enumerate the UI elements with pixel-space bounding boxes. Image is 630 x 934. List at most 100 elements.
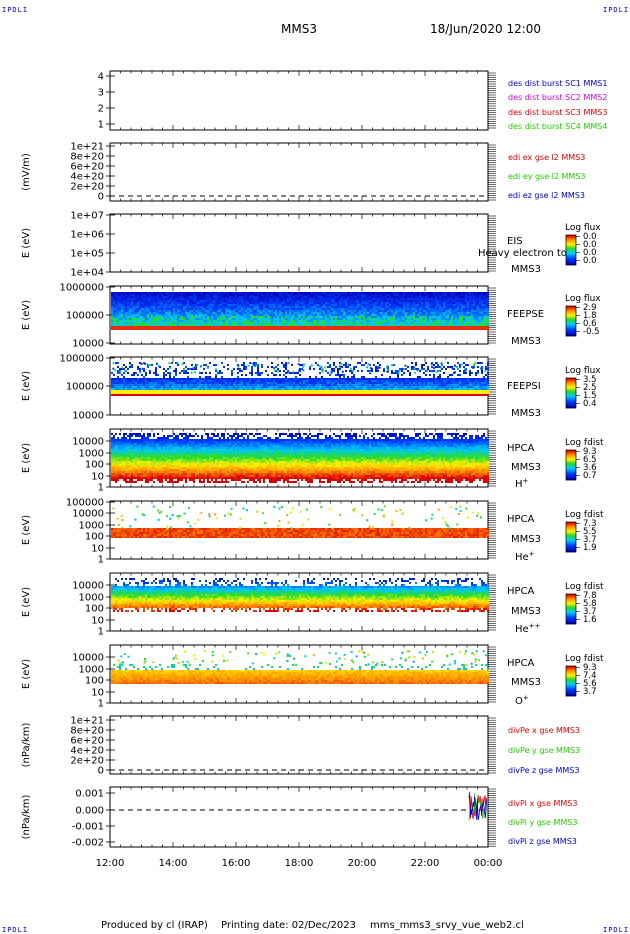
colorbar-tick-label: 7.4	[583, 671, 597, 681]
colorbar-tick-label: 1.6	[583, 615, 597, 625]
heatmap-p8	[111, 578, 489, 612]
y-tick-label: 100	[85, 604, 104, 615]
y-tick-label: 1e+06	[70, 230, 104, 241]
heatmap-p9	[111, 664, 489, 684]
y-tick-label: 1	[98, 699, 104, 710]
y-tick-label: 1	[98, 120, 104, 131]
heatmap-sparse-p5	[112, 362, 487, 374]
y-tick-label: 1	[98, 627, 104, 638]
y-axis-label: E (eV)	[21, 587, 32, 617]
spacecraft-label: MMS3	[511, 408, 541, 419]
x-tick-label: 20:00	[348, 858, 377, 869]
eis-annotation: Heavy electron to	[478, 248, 567, 259]
heatmap-p7	[111, 528, 489, 538]
y-tick-label: 10	[91, 688, 104, 699]
y-tick-label: 10	[91, 616, 104, 627]
y-axis-label: (nPa/km)	[21, 723, 32, 768]
species-label: He+	[515, 550, 535, 563]
y-tick-label: 8e+20	[70, 152, 104, 163]
corner-label-top-left: IPDLI	[2, 6, 29, 14]
legend-entry: divPi y gse MMS3	[508, 818, 577, 827]
instrument-label: HPCA	[507, 586, 535, 597]
colorbar-tick-label: 0.6	[583, 319, 597, 329]
colorbar-tick-label: 1.5	[583, 391, 597, 401]
corner-label-bottom-left: IPDLI	[2, 926, 29, 934]
colorbar	[565, 305, 580, 337]
corner-label-top-right: IPDLI	[603, 6, 630, 14]
colorbar-tick-label: 1.8	[583, 311, 597, 321]
heatmap-p6	[111, 433, 489, 483]
instrument-label: EIS	[507, 236, 523, 247]
divpi-traces	[468, 791, 487, 821]
y-tick-label: 100	[85, 460, 104, 471]
spacecraft-label: MMS3	[511, 534, 541, 545]
colorbar-tick-label: 9.3	[583, 663, 597, 673]
y-tick-label: 1000	[79, 593, 104, 604]
colorbar-tick-label: 3.7	[583, 607, 597, 617]
colorbar-title: Log flux	[565, 366, 601, 376]
y-tick-label: 1e+21	[70, 142, 104, 153]
y-tick-label: 1000000	[59, 354, 104, 365]
panel-frame	[109, 715, 489, 775]
x-tick-label: 14:00	[159, 858, 188, 869]
y-tick-label: 1	[98, 483, 104, 494]
legend-entry: divPe y gse MMS3	[508, 746, 580, 755]
legend-entry: edi ez gse l2 MMS3	[508, 191, 585, 200]
y-tick-label: 1e+07	[70, 211, 104, 222]
colorbar	[565, 593, 580, 625]
y-tick-label: 100	[85, 676, 104, 687]
legend-entry: edi ex gse l2 MMS3	[508, 153, 585, 162]
colorbar-tick-label: 5.5	[583, 527, 597, 537]
colorbar-tick-label: 6.5	[583, 455, 597, 465]
y-tick-label: 1e+21	[70, 716, 104, 727]
spacecraft-label: MMS3	[511, 462, 541, 473]
legend-entry: des dist burst SC2 MMS2	[508, 93, 607, 102]
y-tick-label: 10000	[72, 581, 104, 592]
colorbar-tick-label: 3.5	[583, 375, 597, 385]
y-axis-label: E (eV)	[21, 659, 32, 689]
instrument-label: HPCA	[507, 514, 535, 525]
colorbar-tick-label: 2.9	[583, 303, 597, 313]
y-tick-label: 4	[98, 72, 104, 83]
legend-entry: des dist burst SC3 MMS3	[508, 108, 607, 117]
spacecraft-label: MMS3	[511, 336, 541, 347]
y-tick-label: 0.001	[75, 789, 104, 800]
y-tick-label: 0.000	[75, 806, 104, 817]
footer-produced-by: Produced by cl (IRAP)	[101, 920, 208, 931]
y-tick-label: 1000000	[59, 283, 104, 294]
colorbar-tick-label: 0.4	[583, 399, 597, 409]
y-axis-label: E (eV)	[21, 443, 32, 473]
x-tick-label: 12:00	[96, 858, 125, 869]
colorbar-title: Log fdist	[565, 582, 604, 592]
y-axis-label: E (eV)	[21, 371, 32, 401]
y-tick-label: 10	[91, 472, 104, 483]
y-axis-label: E (eV)	[21, 515, 32, 545]
footer-printing-date: Printing date: 02/Dec/2023	[221, 920, 357, 931]
y-tick-label: 1000	[79, 665, 104, 676]
colorbar-tick-label: 0.0	[583, 256, 597, 266]
colorbar-title: Log flux	[565, 294, 601, 304]
instrument-label: FEEPSE	[507, 309, 544, 320]
colorbar-tick-label: 7.8	[583, 591, 597, 601]
spacecraft-label: MMS3	[511, 264, 541, 275]
colorbar-tick-label: 5.8	[583, 599, 597, 609]
corner-label-bottom-right: IPDLI	[603, 926, 630, 934]
spacecraft-label: MMS3	[511, 677, 541, 688]
colorbar	[565, 521, 580, 553]
y-tick-label: 10	[91, 544, 104, 555]
instrument-label: FEEPSI	[507, 381, 541, 392]
mission-title: MMS3	[281, 22, 317, 36]
y-axis-label: (mV/m)	[21, 153, 32, 191]
colorbar-tick-label: 3.7	[583, 535, 597, 545]
colorbar	[565, 449, 580, 481]
y-tick-label: 1000	[79, 449, 104, 460]
x-tick-label: 00:00	[474, 858, 503, 869]
legend-entry: des dist burst SC1 MMS1	[508, 79, 607, 88]
colorbar-tick-label: 0.0	[583, 240, 597, 250]
y-tick-label: 10000	[72, 339, 104, 350]
spacecraft-label: MMS3	[511, 606, 541, 617]
y-tick-label: 10000	[72, 437, 104, 448]
y-tick-label: 8e+20	[70, 726, 104, 737]
colorbar	[565, 234, 580, 266]
